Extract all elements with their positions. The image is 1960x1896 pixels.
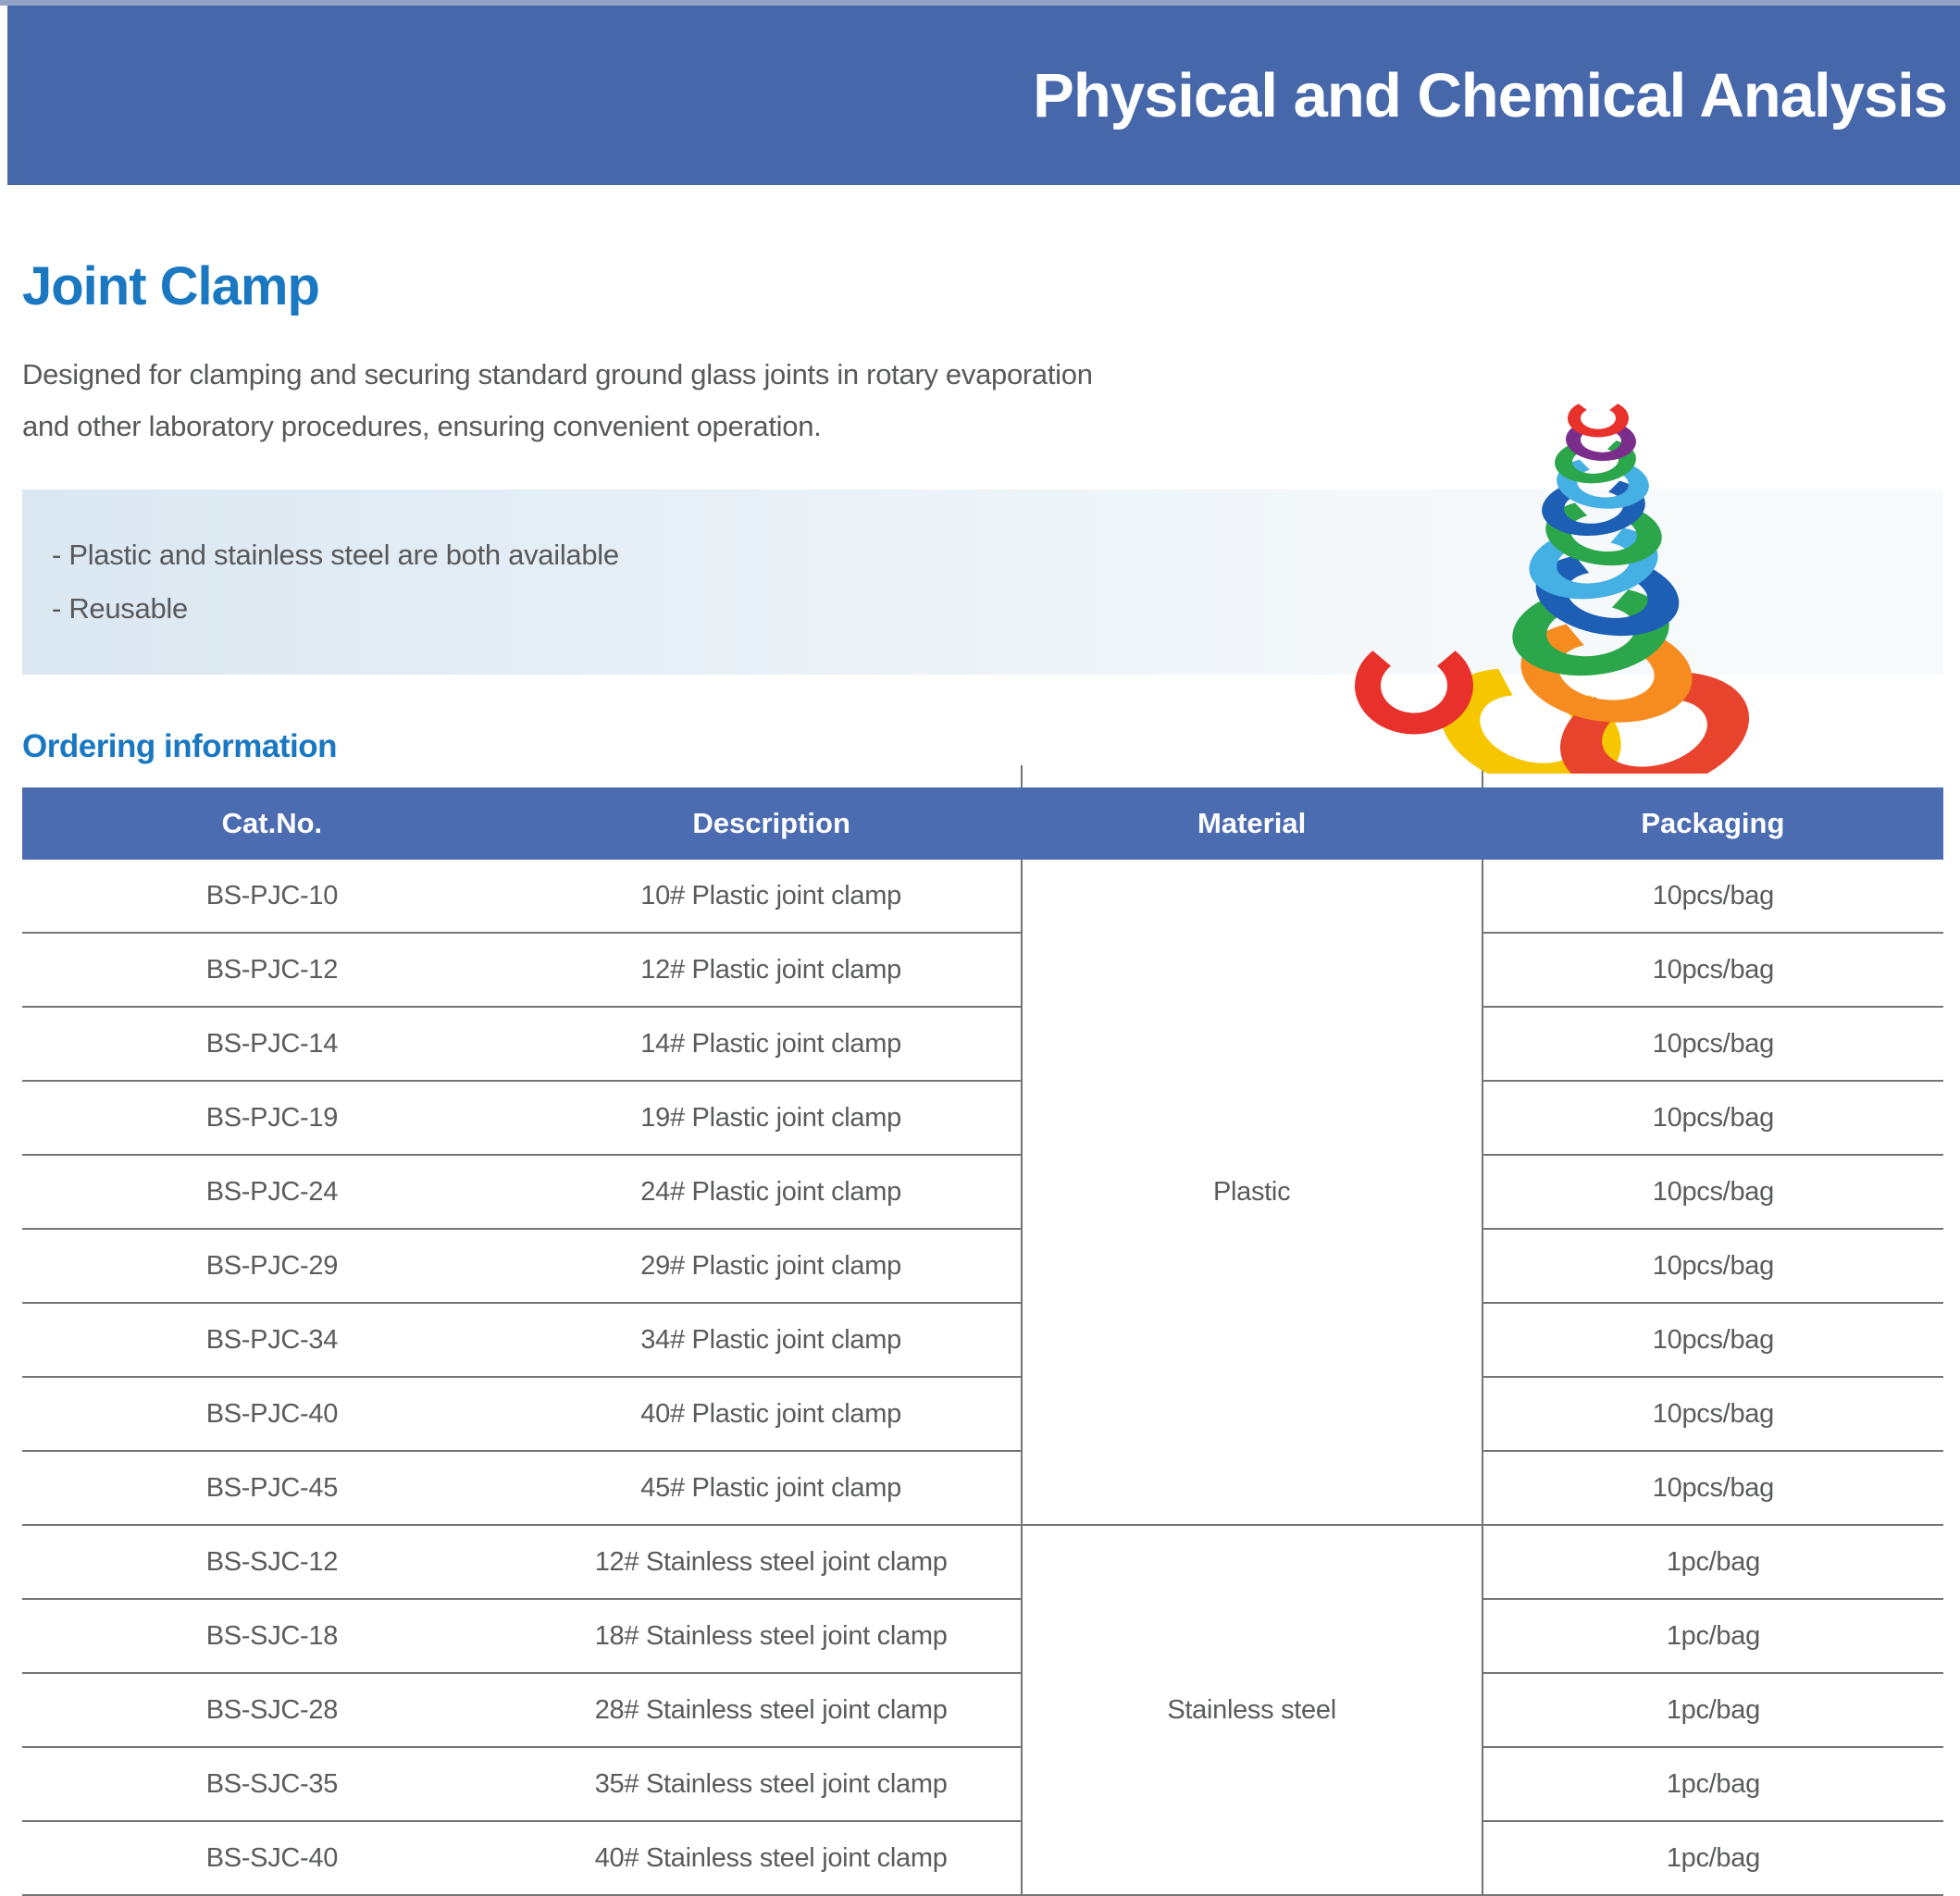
table-row: BS-PJC-19 19# Plastic joint clamp 10pcs/ba… <box>22 1081 1943 1156</box>
cell-packaging: 10pcs/bag <box>1482 1377 1943 1452</box>
table-row: BS-PJC-45 45# Plastic joint clamp 10pcs/ba… <box>22 1451 1943 1526</box>
cell-packaging: 10pcs/bag <box>1482 1081 1943 1156</box>
cell-packaging: 10pcs/bag <box>1482 860 1943 934</box>
cell-description: 10# Plastic joint clamp <box>521 860 1022 934</box>
cell-material: Stainless steel <box>1020 1525 1483 1896</box>
ordering-table-body: BS-PJC-10 10# Plastic joint clamp Plastic 1… <box>22 860 1943 1896</box>
table-row: BS-PJC-10 10# Plastic joint clamp Plastic 1… <box>22 860 1943 1526</box>
cell-cat-no: BS-PJC-14 <box>22 1007 522 1082</box>
page-banner: Physical and Chemical Analysis <box>7 6 1960 185</box>
table-row: BS-PJC-34 34# Plastic joint clamp 10pcs/ba… <box>22 1303 1943 1378</box>
cell-packaging: 10pcs/bag <box>1482 1303 1943 1378</box>
cell-description: 19# Plastic joint clamp <box>521 1081 1022 1156</box>
page-content: Joint Clamp Designed for clamping and se… <box>22 255 1943 1896</box>
clamp-ring <box>1355 651 1473 735</box>
table-row: BS-SJC-28 28# Stainless steel joint clamp… <box>22 1673 1943 1748</box>
table-row: BS-SJC-40 40# Stainless steel joint clamp… <box>22 1821 1943 1896</box>
banner-title: Physical and Chemical Analysis <box>1033 60 1948 130</box>
cell-description: 40# Plastic joint clamp <box>521 1377 1022 1452</box>
table-row: BS-PJC-40 40# Plastic joint clamp 10pcs/ba… <box>22 1377 1943 1452</box>
feature-item: - Reusable <box>52 592 188 625</box>
description-line: and other laboratory procedures, ensurin… <box>22 410 822 442</box>
cell-packaging: 10pcs/bag <box>1482 1007 1943 1082</box>
cell-cat-no: BS-SJC-28 <box>22 1673 522 1748</box>
cell-material: Plastic <box>1020 860 1483 1526</box>
cell-description: 12# Stainless steel joint clamp <box>521 1525 1022 1600</box>
cell-cat-no: BS-SJC-18 <box>22 1599 522 1674</box>
cell-description: 40# Stainless steel joint clamp <box>521 1821 1022 1896</box>
table-header-row: Cat.No. Description Material Packaging <box>22 787 1943 860</box>
table-row: BS-SJC-18 18# Stainless steel joint clamp… <box>22 1599 1943 1674</box>
column-header-packaging: Packaging <box>1482 787 1943 860</box>
table-top-spacer <box>22 765 1943 787</box>
top-strip <box>0 0 1960 6</box>
cell-cat-no: BS-SJC-12 <box>22 1525 522 1600</box>
cell-description: 35# Stainless steel joint clamp <box>521 1747 1022 1822</box>
cell-cat-no: BS-PJC-40 <box>22 1377 522 1452</box>
table-row: BS-PJC-14 14# Plastic joint clamp 10pcs/ba… <box>22 1007 1943 1082</box>
cell-description: 24# Plastic joint clamp <box>521 1155 1022 1230</box>
cell-cat-no: BS-SJC-35 <box>22 1747 522 1822</box>
cell-cat-no: BS-PJC-12 <box>22 933 522 1008</box>
cell-description: 45# Plastic joint clamp <box>521 1451 1022 1526</box>
cell-cat-no: BS-PJC-45 <box>22 1451 522 1526</box>
cell-packaging: 1pc/bag <box>1482 1821 1943 1896</box>
table-row: BS-PJC-29 29# Plastic joint clamp 10pcs/ba… <box>22 1229 1943 1304</box>
cell-description: 34# Plastic joint clamp <box>521 1303 1022 1378</box>
ordering-table: Cat.No. Description Material Packaging B… <box>22 765 1943 1896</box>
cell-cat-no: BS-PJC-29 <box>22 1229 522 1304</box>
cell-packaging: 1pc/bag <box>1482 1747 1943 1822</box>
table-row: BS-SJC-12 12# Stainless steel joint clamp… <box>22 1525 1943 1896</box>
page-title: Joint Clamp <box>22 256 320 316</box>
column-header-material: Material <box>1021 787 1482 860</box>
cell-cat-no: BS-PJC-10 <box>22 860 522 934</box>
cell-packaging: 10pcs/bag <box>1482 1155 1943 1230</box>
joint-clamp-stack-image <box>1355 403 1750 774</box>
cell-packaging: 10pcs/bag <box>1482 1229 1943 1304</box>
cell-description: 18# Stainless steel joint clamp <box>521 1599 1022 1674</box>
cell-packaging: 10pcs/bag <box>1482 1451 1943 1526</box>
cell-cat-no: BS-PJC-34 <box>22 1303 522 1378</box>
clamp-ring <box>1568 403 1629 438</box>
cell-description: 12# Plastic joint clamp <box>521 933 1022 1008</box>
table-row: BS-PJC-24 24# Plastic joint clamp 10pcs/ba… <box>22 1155 1943 1230</box>
clamp-ring <box>1560 673 1750 774</box>
cell-description: 28# Stainless steel joint clamp <box>521 1673 1022 1748</box>
cell-cat-no: BS-PJC-19 <box>22 1081 522 1156</box>
cell-cat-no: BS-PJC-24 <box>22 1155 522 1230</box>
column-header-cat-no: Cat.No. <box>22 787 522 860</box>
cell-description: 14# Plastic joint clamp <box>521 1007 1022 1082</box>
cell-cat-no: BS-SJC-40 <box>22 1821 522 1896</box>
column-header-description: Description <box>521 787 1022 860</box>
feature-item: - Plastic and stainless steel are both a… <box>52 539 619 571</box>
cell-packaging: 1pc/bag <box>1482 1599 1943 1674</box>
cell-packaging: 1pc/bag <box>1482 1673 1943 1748</box>
cell-description: 29# Plastic joint clamp <box>521 1229 1022 1304</box>
product-description: Designed for clamping and securing stand… <box>22 349 1943 452</box>
table-row: BS-PJC-12 12# Plastic joint clamp 10pcs/ba… <box>22 933 1943 1008</box>
cell-packaging: 1pc/bag <box>1482 1525 1943 1600</box>
table-row: BS-SJC-35 35# Stainless steel joint clamp… <box>22 1747 1943 1822</box>
ordering-heading: Ordering information <box>22 728 338 764</box>
material-column-stub <box>1020 765 1483 787</box>
description-line: Designed for clamping and securing stand… <box>22 358 1093 390</box>
cell-packaging: 10pcs/bag <box>1482 933 1943 1008</box>
